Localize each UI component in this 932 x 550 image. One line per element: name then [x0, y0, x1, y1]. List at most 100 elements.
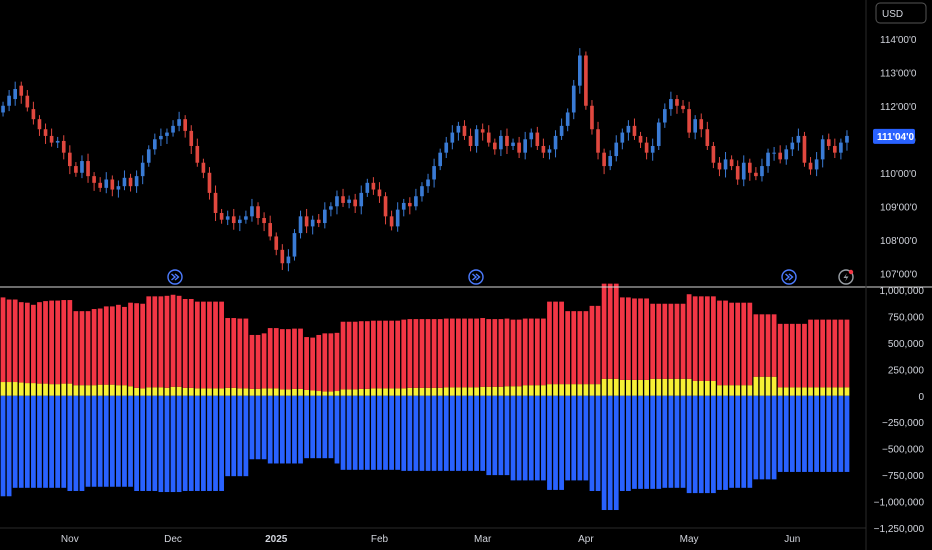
bar-yellow — [91, 385, 97, 396]
bar-blue — [577, 395, 583, 481]
bar-blue — [626, 395, 631, 491]
bar-blue — [164, 395, 170, 493]
candle-body — [219, 212, 224, 220]
bar-blue — [680, 395, 686, 488]
candle-body — [760, 166, 764, 177]
bar-blue — [783, 395, 789, 472]
bar-red — [753, 314, 759, 377]
bar-red — [462, 318, 467, 388]
candle-body — [250, 206, 254, 217]
bar-red — [134, 303, 139, 388]
bar-blue — [510, 395, 516, 481]
bar-red — [777, 323, 783, 388]
bar-red — [619, 297, 625, 380]
bar-yellow — [626, 379, 631, 396]
bar-red — [170, 294, 176, 387]
bar-blue — [474, 395, 479, 471]
candle-body — [523, 139, 527, 153]
candle-body — [292, 233, 297, 257]
bar-blue — [486, 395, 492, 476]
candle-body — [335, 196, 339, 207]
flash-circle-icon[interactable] — [838, 269, 854, 285]
bar-blue — [498, 395, 504, 476]
bar-yellow — [37, 383, 42, 396]
candle-body — [116, 186, 121, 190]
candle-body — [329, 206, 333, 210]
bar-red — [474, 318, 479, 388]
bar-red — [352, 321, 358, 390]
candle-body — [316, 219, 321, 224]
candle-body — [274, 236, 279, 250]
time-axis[interactable]: Nov Dec 2025 Feb Mar Apr May Jun — [61, 534, 800, 545]
bar-blue — [152, 395, 158, 491]
bar-blue — [395, 395, 401, 470]
candle-body — [614, 142, 619, 157]
candle-body — [632, 125, 637, 136]
bar-blue — [613, 395, 619, 511]
bar-blue — [24, 395, 30, 488]
bar-blue — [322, 395, 328, 459]
bar-red — [510, 319, 516, 387]
bar-blue — [140, 395, 146, 491]
bar-yellow — [698, 380, 704, 396]
bar-yellow — [419, 387, 425, 396]
currency-label-box[interactable]: USD — [875, 2, 927, 24]
bar-blue — [644, 395, 649, 489]
candle-body — [104, 179, 109, 188]
candle-body — [468, 135, 473, 146]
bar-yellow — [255, 388, 261, 396]
bar-blue — [37, 395, 42, 488]
candle-body — [808, 162, 813, 170]
bar-blue — [79, 395, 85, 491]
fast-forward-circle-icon[interactable] — [167, 269, 183, 285]
fast-forward-circle-icon[interactable] — [468, 269, 484, 285]
fast-forward-circle-icon[interactable] — [781, 269, 797, 285]
candle-body — [25, 95, 30, 108]
bar-red — [765, 314, 771, 377]
bar-yellow — [747, 385, 753, 396]
candle-body — [511, 142, 515, 146]
bar-red — [413, 319, 419, 388]
candle-body — [347, 199, 351, 203]
bar-red — [747, 302, 753, 386]
candle-body — [365, 182, 370, 193]
bar-yellow — [407, 387, 413, 396]
bar-red — [698, 296, 704, 381]
bar-blue — [49, 395, 54, 488]
bar-red — [741, 302, 747, 386]
bar-yellow — [279, 389, 285, 396]
bar-yellow — [31, 383, 36, 396]
bar-yellow — [431, 387, 437, 396]
bar-yellow — [176, 386, 182, 396]
bar-red — [103, 306, 109, 385]
bar-blue — [261, 395, 267, 460]
bar-red — [116, 304, 121, 386]
bar-blue — [571, 395, 577, 481]
bar-blue — [462, 395, 467, 471]
currency-label: USD — [882, 9, 903, 20]
bar-yellow — [213, 388, 218, 396]
bar-yellow — [122, 385, 127, 396]
oscillator-axis[interactable]: 1,000,000 750,000 500,000 250,000 0 −250,000 −… — [874, 286, 925, 535]
candle-body — [493, 142, 497, 150]
bar-yellow — [783, 387, 789, 396]
bar-blue — [401, 395, 407, 471]
candle-body — [49, 135, 54, 143]
bar-red — [304, 337, 309, 390]
bar-blue — [735, 395, 741, 488]
candle-body — [444, 142, 449, 153]
bar-yellow — [802, 387, 807, 396]
bar-yellow — [723, 385, 728, 396]
bar-red — [97, 308, 103, 385]
candle-body — [140, 162, 145, 177]
candle-body — [766, 152, 770, 167]
bar-red — [395, 320, 401, 389]
bar-blue — [692, 395, 698, 494]
bar-red — [364, 321, 370, 389]
bar-blue — [516, 395, 522, 481]
bar-blue — [504, 395, 510, 476]
candle-body — [408, 202, 412, 207]
bar-yellow — [413, 387, 419, 396]
bar-red — [377, 320, 382, 389]
bar-red — [583, 311, 589, 385]
